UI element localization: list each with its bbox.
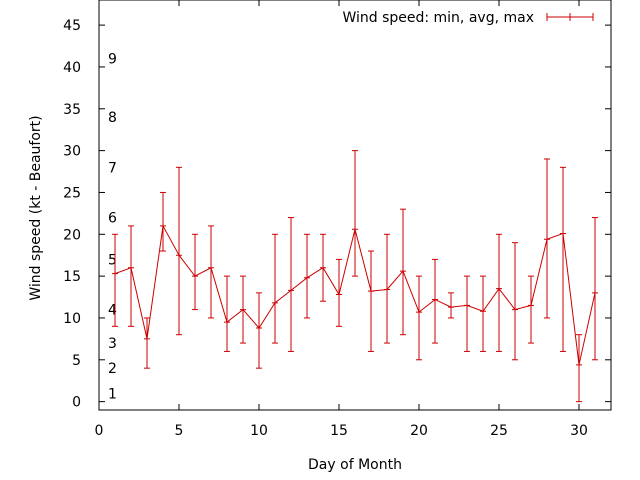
y-tick-label: 20	[63, 227, 81, 243]
avg-point	[128, 264, 134, 271]
avg-point	[256, 325, 262, 331]
avg-point	[528, 302, 534, 309]
x-axis-label: Day of Month	[308, 457, 402, 473]
avg-point	[384, 286, 390, 293]
beaufort-scale-labels: 1 2 3 4 5 6 7 8 9	[108, 52, 117, 403]
x-tick-label: 5	[175, 423, 184, 439]
beaufort-label: 5	[108, 252, 117, 268]
avg-point	[432, 296, 438, 303]
avg-point	[368, 288, 374, 295]
beaufort-label: 3	[108, 336, 117, 352]
avg-point	[512, 306, 518, 313]
avg-point	[176, 252, 182, 259]
legend-label: Wind speed: min, avg, max	[342, 10, 534, 26]
avg-point	[192, 273, 198, 280]
beaufort-label: 2	[108, 361, 117, 377]
beaufort-label: 4	[108, 303, 117, 319]
avg-point	[448, 304, 454, 311]
y-tick-label: 10	[63, 311, 81, 327]
avg-point	[480, 308, 486, 315]
y-tick-label: 40	[63, 60, 81, 76]
x-tick-label: 25	[490, 423, 508, 439]
avg-point	[224, 319, 230, 326]
y-axis-label: Wind speed (kt - Beaufort)	[28, 115, 44, 300]
avg-point	[320, 264, 326, 271]
avg-point	[544, 236, 550, 243]
avg-point	[208, 264, 214, 271]
legend: Wind speed: min, avg, max	[342, 10, 594, 26]
y-tick-label: 15	[63, 269, 81, 285]
beaufort-label: 6	[108, 211, 117, 227]
beaufort-label: 8	[108, 110, 117, 126]
avg-point	[288, 287, 294, 294]
y-tick-label: 30	[63, 144, 81, 160]
beaufort-label: 9	[108, 52, 117, 68]
x-tick-label: 20	[410, 423, 428, 439]
y-tick-label: 0	[72, 395, 81, 411]
avg-point	[560, 230, 566, 237]
avg-point	[416, 309, 422, 316]
avg-point	[592, 289, 598, 296]
series-layer	[112, 150, 598, 403]
avg-point	[352, 226, 358, 233]
x-tick-label: 30	[570, 423, 588, 439]
avg-point	[240, 306, 246, 313]
x-tick-label: 0	[95, 423, 104, 439]
beaufort-label: 7	[108, 160, 117, 176]
avg-point	[112, 270, 118, 277]
avg-point	[400, 268, 406, 275]
x-tick-label: 10	[250, 423, 268, 439]
avg-point	[496, 285, 502, 292]
x-tick-label: 15	[330, 423, 348, 439]
avg-point	[576, 361, 582, 368]
avg-point	[272, 299, 278, 306]
y-tick-label: 5	[72, 353, 81, 369]
y-tick-label: 25	[63, 185, 81, 201]
avg-point	[464, 302, 470, 309]
avg-point	[336, 291, 342, 298]
y-tick-label: 35	[63, 102, 81, 118]
avg-point	[160, 222, 166, 229]
avg-point	[304, 274, 310, 281]
avg-point	[144, 335, 150, 342]
beaufort-label: 1	[108, 386, 117, 402]
y-tick-label: 45	[63, 18, 81, 34]
plot-frame	[98, 0, 612, 411]
